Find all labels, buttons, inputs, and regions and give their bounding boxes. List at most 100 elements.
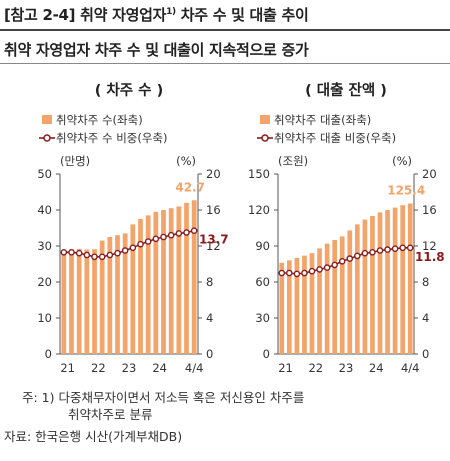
loan-share-point: [301, 269, 308, 277]
loan-right-tick-label: 4: [422, 311, 429, 325]
count-bar: [176, 206, 182, 354]
count-left-tick-label: 50: [37, 167, 52, 181]
loan-bar: [370, 216, 375, 354]
count-share-point: [190, 227, 198, 234]
count-right-tick-label: 8: [206, 275, 213, 289]
loan-bar: [385, 210, 390, 354]
subtitle-divider: [0, 63, 450, 64]
loan-bar: [377, 212, 383, 354]
loan-share-point: [376, 247, 384, 254]
loan-share-point: [384, 246, 391, 253]
chart-area: ( 차주 수 ) 취약차주 수(좌축) 취약차주 수 비중(우축) (만명) (%) 0 0…: [37, 81, 444, 375]
loan-bar: [309, 253, 315, 354]
count-share-point: [68, 248, 75, 256]
count-left-unit: (만명): [60, 154, 90, 168]
loan-right-tick-label: 12: [422, 239, 437, 253]
count-bar: [130, 224, 136, 354]
count-last-bar-label: 42.7: [175, 180, 205, 194]
loan-left-tick-label: 0: [263, 347, 270, 361]
loan-left-tick-label: 30: [255, 311, 270, 325]
loan-last-bar-label: 125.4: [387, 184, 425, 198]
loan-share-point: [346, 255, 354, 262]
count-share-point: [137, 240, 144, 248]
page-subtitle: 취약 자영업자 차주 수 및 대출이 지속적으로 증가: [4, 41, 309, 59]
loan-left-tick-label: 120: [248, 203, 270, 217]
count-share-point: [83, 251, 91, 259]
loan-left-tick-label: 60: [255, 275, 270, 289]
loan-right-tick-label: 20: [422, 167, 437, 181]
count-share-point: [152, 235, 160, 243]
loan-share-line: [281, 247, 411, 275]
count-bar: [107, 237, 113, 354]
count-bar: [69, 249, 74, 354]
count-x-tick-label: 21: [60, 361, 75, 375]
count-share-point: [167, 231, 175, 239]
loan-left-tick-label: 150: [248, 167, 270, 181]
footnote-1: 주: 1) 다중채무자이면서 저소득 혹은 저신용인 차주를: [22, 390, 305, 405]
count-right-tick-label: 12: [206, 239, 221, 253]
loan-share-point: [406, 244, 414, 252]
loan-share-point: [316, 266, 323, 273]
loan-bar: [332, 240, 338, 354]
loan-share-point: [391, 245, 399, 252]
loan-left-tick-label: 90: [255, 239, 270, 253]
loan-bar: [392, 207, 398, 354]
count-bar: [161, 210, 166, 354]
loan-legend-line-marker: [261, 134, 269, 142]
count-last-line-label: 13.7: [199, 233, 229, 247]
loan-share-point: [278, 269, 286, 277]
page-title: [참고 2-4] 취약 자영업자1) 차주 수 및 대출 추이: [4, 6, 309, 24]
loan-right-unit: (%): [392, 154, 412, 168]
loan-legend-bar-label: 취약차주 대출(좌축): [274, 113, 371, 127]
loan-x-tick-label: 24: [369, 361, 384, 375]
loan-bar: [362, 219, 368, 354]
count-share-point: [114, 249, 121, 257]
count-share-point: [160, 233, 167, 241]
count-legend-bar-swatch: [42, 115, 52, 124]
loan-share-point: [361, 249, 369, 257]
count-share-point: [129, 244, 137, 252]
loan-bar: [286, 260, 292, 354]
count-bar: [115, 235, 120, 354]
count-left-tick-label: 10: [37, 311, 52, 325]
loan-right-tick-label: 16: [422, 203, 437, 217]
count-share-point: [106, 251, 114, 259]
count-legend-line-label: 취약차주 수 비중(우축): [56, 131, 168, 145]
count-x-tick-label: 24: [152, 361, 167, 375]
count-bar: [61, 250, 67, 354]
loan-right-tick-label: 8: [422, 275, 429, 289]
loan-x-tick-label: 4/4: [401, 361, 420, 375]
count-legend-bar-label: 취약차주 수(좌축): [56, 113, 143, 127]
loan-share-point: [331, 261, 338, 269]
loan-right-tick-label: 0: [422, 347, 429, 361]
count-x-tick-label: 22: [91, 361, 106, 375]
count-x-tick-label: 23: [122, 361, 137, 375]
count-right-tick-label: 16: [206, 203, 221, 217]
loan-bar: [400, 205, 406, 354]
count-bar: [99, 240, 105, 354]
count-right-tick-label: 4: [206, 311, 213, 325]
count-bar: [76, 248, 82, 354]
count-bar: [138, 219, 143, 354]
footnote-1-cont: 취약차주로 분류: [68, 407, 153, 422]
count-share-line: [63, 229, 195, 258]
loan-share-point: [293, 270, 301, 278]
loan-bar: [347, 230, 353, 354]
count-left-tick-label: 0: [45, 347, 52, 361]
count-left-tick-label: 40: [37, 203, 52, 217]
loan-x-tick-label: 21: [278, 361, 293, 375]
loan-bar: [324, 243, 330, 354]
count-bar: [84, 249, 90, 354]
count-left-tick-label: 20: [37, 275, 52, 289]
count-x-tick-label: 4/4: [185, 361, 204, 375]
loan-bar: [407, 203, 413, 354]
count-share-point: [60, 248, 68, 256]
count-bar: [145, 215, 151, 354]
loan-bar: [354, 224, 360, 354]
loan-bar: [294, 258, 300, 354]
loan-share-point: [354, 252, 361, 260]
count-share-point: [175, 230, 183, 237]
count-bar: [122, 233, 128, 354]
count-share-point: [183, 229, 190, 236]
count-right-tick-label: 0: [206, 347, 213, 361]
